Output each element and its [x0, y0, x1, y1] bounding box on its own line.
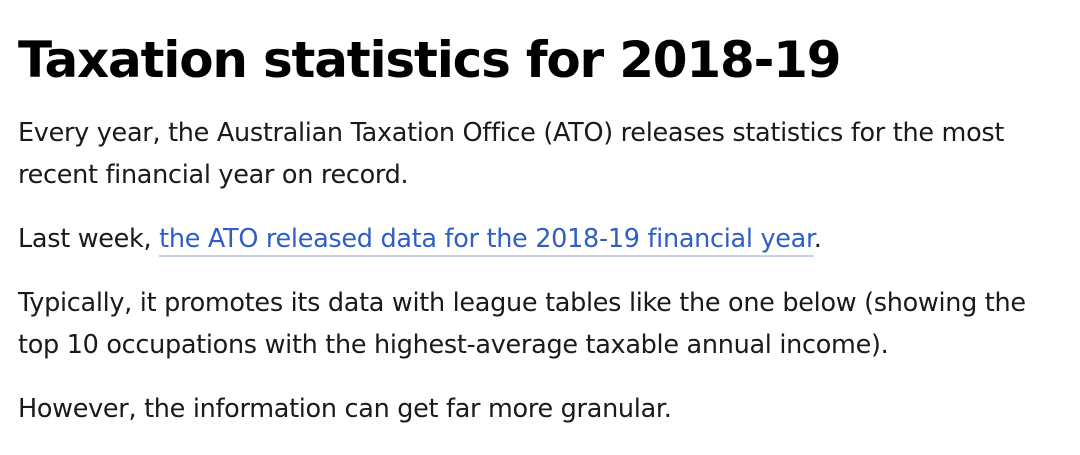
paragraph-intro: Every year, the Australian Taxation Offi…: [18, 118, 1005, 190]
paragraph-granular: However, the information can get far mor…: [18, 394, 672, 424]
paragraph-league-tables: Typically, it promotes its data with lea…: [18, 288, 1026, 360]
paragraph-release-prefix: Last week,: [18, 224, 160, 254]
paragraph-release: Last week, the ATO released data for the…: [18, 218, 1062, 260]
ato-data-link[interactable]: the ATO released data for the 2018-19 fi…: [159, 224, 814, 257]
paragraph-release-suffix: .: [813, 224, 822, 254]
article-title: Taxation statistics for 2018-19: [18, 31, 842, 89]
